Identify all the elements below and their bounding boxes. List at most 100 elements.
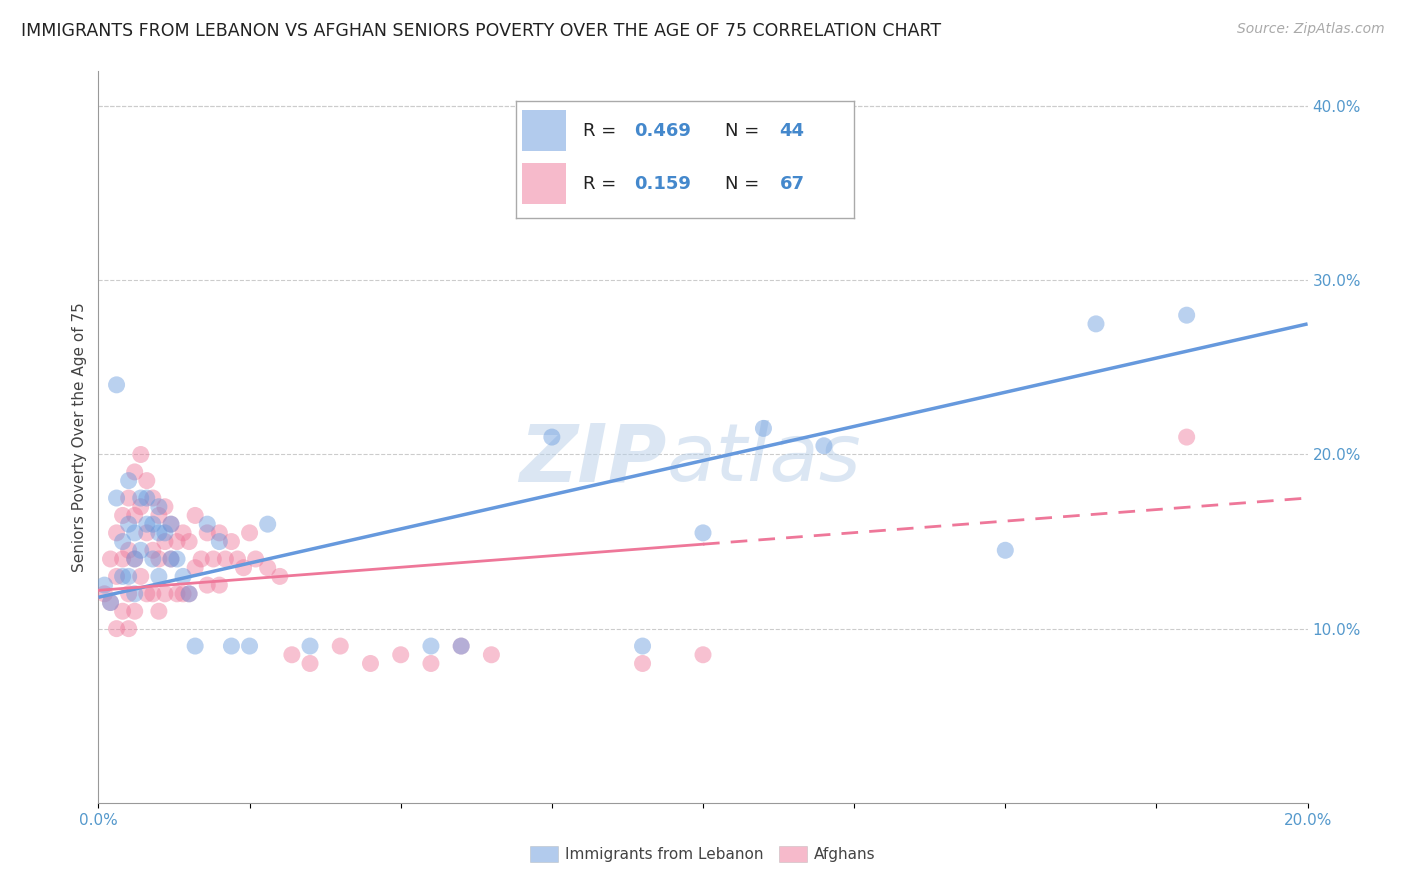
Point [148, 508, 170, 523]
Point [450, 639, 472, 653]
Point [105, 622, 128, 636]
Point [105, 525, 128, 540]
Point [420, 657, 443, 671]
Point [221, 534, 243, 549]
Point [148, 552, 170, 566]
Point [100, 552, 122, 566]
Point [111, 604, 134, 618]
Point [100, 595, 122, 609]
Point [752, 421, 775, 435]
Point [329, 639, 352, 653]
Point [142, 552, 165, 566]
Point [135, 517, 157, 532]
Point [124, 552, 146, 566]
Point [360, 657, 382, 671]
Point [631, 639, 654, 653]
Text: Source: ZipAtlas.com: Source: ZipAtlas.com [1237, 22, 1385, 37]
Text: atlas: atlas [666, 420, 862, 498]
Point [208, 534, 231, 549]
Point [153, 500, 176, 514]
Point [160, 517, 183, 532]
Point [214, 552, 236, 566]
Point [129, 569, 152, 583]
Point [389, 648, 412, 662]
Text: ZIP: ZIP [519, 420, 666, 498]
Point [692, 648, 714, 662]
Point [184, 508, 207, 523]
Point [118, 569, 141, 583]
Point [299, 657, 322, 671]
Point [1175, 308, 1198, 322]
Point [118, 491, 141, 505]
Point [172, 569, 194, 583]
Point [232, 560, 254, 574]
Point [142, 587, 165, 601]
Point [105, 491, 128, 505]
Point [111, 569, 134, 583]
Point [148, 604, 170, 618]
Point [93, 578, 115, 592]
Point [129, 448, 152, 462]
Point [179, 587, 201, 601]
Point [153, 587, 176, 601]
Point [160, 552, 183, 566]
Point [179, 534, 201, 549]
Point [148, 525, 170, 540]
Point [142, 517, 165, 532]
Point [195, 578, 218, 592]
Point [124, 604, 146, 618]
Point [256, 517, 278, 532]
Point [124, 525, 146, 540]
Point [994, 543, 1017, 558]
Point [93, 587, 115, 601]
Point [208, 578, 231, 592]
Point [540, 430, 562, 444]
Point [239, 525, 262, 540]
Point [135, 525, 157, 540]
Point [190, 552, 212, 566]
Point [269, 569, 291, 583]
Point [226, 552, 249, 566]
Point [129, 491, 152, 505]
Text: IMMIGRANTS FROM LEBANON VS AFGHAN SENIORS POVERTY OVER THE AGE OF 75 CORRELATION: IMMIGRANTS FROM LEBANON VS AFGHAN SENIOR… [21, 22, 941, 40]
Point [118, 587, 141, 601]
Point [299, 639, 322, 653]
Point [450, 639, 472, 653]
Point [105, 569, 128, 583]
Point [118, 474, 141, 488]
Point [118, 622, 141, 636]
Point [1175, 430, 1198, 444]
Y-axis label: Seniors Poverty Over the Age of 75: Seniors Poverty Over the Age of 75 [72, 302, 87, 572]
Point [813, 439, 835, 453]
Point [129, 543, 152, 558]
Point [202, 552, 225, 566]
Point [135, 587, 157, 601]
Point [245, 552, 267, 566]
Point [129, 500, 152, 514]
Point [118, 517, 141, 532]
Point [166, 552, 188, 566]
Point [160, 517, 183, 532]
Point [124, 552, 146, 566]
Point [148, 569, 170, 583]
Point [135, 491, 157, 505]
Point [118, 543, 141, 558]
Point [160, 552, 183, 566]
Point [184, 560, 207, 574]
Point [221, 639, 243, 653]
Point [172, 587, 194, 601]
Point [124, 587, 146, 601]
Point [166, 534, 188, 549]
Point [195, 517, 218, 532]
Point [148, 500, 170, 514]
Point [135, 474, 157, 488]
Point [1085, 317, 1108, 331]
Point [239, 639, 262, 653]
Point [166, 587, 188, 601]
Point [111, 552, 134, 566]
Point [142, 491, 165, 505]
Point [184, 639, 207, 653]
Point [208, 525, 231, 540]
Point [153, 525, 176, 540]
Point [100, 595, 122, 609]
